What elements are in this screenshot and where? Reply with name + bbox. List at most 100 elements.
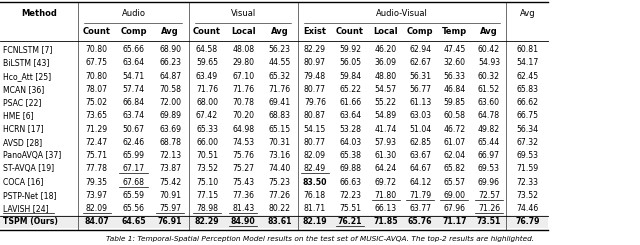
Text: Count: Count (336, 27, 364, 36)
Text: 51.04: 51.04 (409, 125, 431, 134)
Text: 82.29: 82.29 (304, 45, 326, 54)
Text: 56.34: 56.34 (516, 125, 538, 134)
Text: 62.67: 62.67 (409, 59, 431, 67)
Text: 75.43: 75.43 (232, 178, 254, 186)
Text: 69.72: 69.72 (374, 178, 397, 186)
Text: 73.52: 73.52 (196, 164, 218, 173)
Text: Avg: Avg (271, 27, 288, 36)
Text: 44.55: 44.55 (268, 59, 291, 67)
Text: COCA [16]: COCA [16] (3, 178, 43, 186)
Text: 77.78: 77.78 (86, 164, 108, 173)
Text: 68.78: 68.78 (159, 138, 181, 147)
Text: 76.91: 76.91 (158, 217, 182, 226)
Text: 74.46: 74.46 (516, 204, 538, 213)
Text: Temp: Temp (442, 27, 467, 36)
Text: PSTP-Net [18]: PSTP-Net [18] (3, 191, 56, 200)
Text: 71.26: 71.26 (478, 204, 500, 213)
Text: 60.58: 60.58 (444, 111, 465, 120)
Text: 69.41: 69.41 (268, 98, 291, 107)
Text: 65.56: 65.56 (122, 204, 145, 213)
Text: 64.12: 64.12 (409, 178, 431, 186)
Text: 70.51: 70.51 (196, 151, 218, 160)
Text: 65.38: 65.38 (339, 151, 361, 160)
Text: 69.88: 69.88 (339, 164, 361, 173)
Text: 82.19: 82.19 (303, 217, 327, 226)
Text: MCAN [36]: MCAN [36] (3, 85, 44, 94)
Text: 80.97: 80.97 (304, 59, 326, 67)
Text: 66.00: 66.00 (196, 138, 218, 147)
Text: 73.97: 73.97 (86, 191, 108, 200)
Text: 76.21: 76.21 (338, 217, 362, 226)
Text: 61.13: 61.13 (409, 98, 431, 107)
Text: 60.42: 60.42 (478, 45, 500, 54)
Text: 56.23: 56.23 (268, 45, 291, 54)
Text: 63.49: 63.49 (196, 72, 218, 81)
Text: 56.05: 56.05 (339, 59, 361, 67)
Text: 81.71: 81.71 (304, 204, 326, 213)
Text: 70.91: 70.91 (159, 191, 181, 200)
Text: 53.28: 53.28 (339, 125, 361, 134)
Text: 54.17: 54.17 (516, 59, 538, 67)
Text: 71.85: 71.85 (373, 217, 398, 226)
Text: 70.58: 70.58 (159, 85, 181, 94)
Text: 66.23: 66.23 (159, 59, 181, 67)
Text: 72.57: 72.57 (478, 191, 500, 200)
Text: 63.74: 63.74 (122, 111, 145, 120)
Text: 64.87: 64.87 (159, 72, 181, 81)
Text: 65.99: 65.99 (122, 151, 145, 160)
Text: Local: Local (231, 27, 255, 36)
Text: 65.15: 65.15 (268, 125, 291, 134)
Text: 46.84: 46.84 (444, 85, 465, 94)
Text: 62.45: 62.45 (516, 72, 538, 81)
Text: 75.97: 75.97 (159, 204, 181, 213)
Text: 41.74: 41.74 (374, 125, 397, 134)
Bar (0, 215, 548, 228)
Text: 64.03: 64.03 (339, 138, 361, 147)
Text: 82.29: 82.29 (195, 217, 220, 226)
Text: Table 1: Temporal-Spatial Perception Model results on the test set of MUSIC-AVQA: Table 1: Temporal-Spatial Perception Mod… (106, 236, 534, 242)
Text: 71.79: 71.79 (409, 191, 431, 200)
Text: 66.75: 66.75 (516, 111, 538, 120)
Text: 59.92: 59.92 (339, 45, 361, 54)
Text: 75.23: 75.23 (268, 178, 291, 186)
Text: 63.03: 63.03 (409, 111, 431, 120)
Text: PSAC [22]: PSAC [22] (3, 98, 41, 107)
Text: 80.77: 80.77 (304, 138, 326, 147)
Text: 64.67: 64.67 (409, 164, 431, 173)
Text: 83.50: 83.50 (303, 178, 327, 186)
Text: BiLSTM [43]: BiLSTM [43] (3, 59, 49, 67)
Text: 56.31: 56.31 (409, 72, 431, 81)
Text: 82.09: 82.09 (304, 151, 326, 160)
Text: Avg: Avg (480, 27, 498, 36)
Text: Avg: Avg (161, 27, 179, 36)
Text: 65.66: 65.66 (122, 45, 145, 54)
Text: Comp: Comp (407, 27, 433, 36)
Text: 60.81: 60.81 (516, 45, 538, 54)
Text: 70.80: 70.80 (86, 72, 108, 81)
Text: 55.22: 55.22 (374, 98, 397, 107)
Text: 84.90: 84.90 (231, 217, 255, 226)
Text: 72.33: 72.33 (516, 178, 538, 186)
Text: 61.52: 61.52 (478, 85, 500, 94)
Text: Hco_Att [25]: Hco_Att [25] (3, 72, 51, 81)
Text: 62.94: 62.94 (409, 45, 431, 54)
Text: 63.64: 63.64 (122, 59, 145, 67)
Text: 54.15: 54.15 (304, 125, 326, 134)
Text: 71.17: 71.17 (442, 217, 467, 226)
Text: 69.96: 69.96 (478, 178, 500, 186)
Text: 74.53: 74.53 (232, 138, 254, 147)
Text: 36.09: 36.09 (374, 59, 397, 67)
Text: 65.32: 65.32 (268, 72, 291, 81)
Text: Audio-Visual: Audio-Visual (376, 9, 428, 18)
Text: 72.00: 72.00 (159, 98, 181, 107)
Text: 64.78: 64.78 (478, 111, 500, 120)
Text: 65.22: 65.22 (339, 85, 361, 94)
Text: 59.65: 59.65 (196, 59, 218, 67)
Text: 56.33: 56.33 (444, 72, 465, 81)
Text: 69.53: 69.53 (478, 164, 500, 173)
Text: 63.69: 63.69 (159, 125, 181, 134)
Text: 67.42: 67.42 (196, 111, 218, 120)
Text: 67.68: 67.68 (122, 178, 145, 186)
Text: 83.61: 83.61 (267, 217, 292, 226)
Text: 70.78: 70.78 (232, 98, 254, 107)
